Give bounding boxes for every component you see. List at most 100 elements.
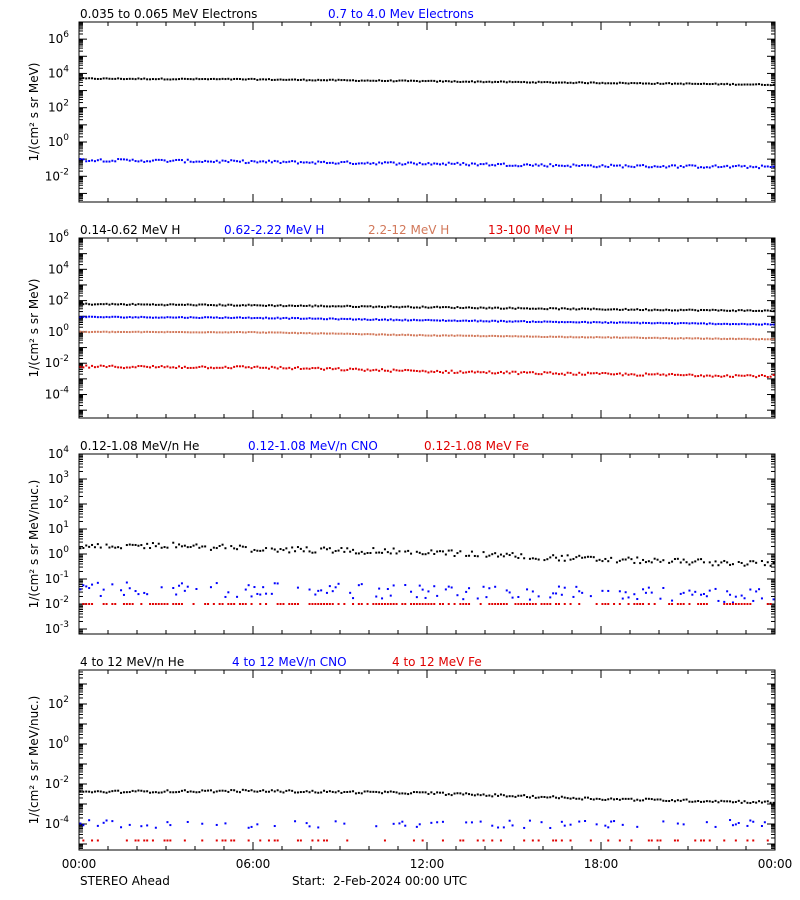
data-point [198, 546, 201, 549]
data-point [273, 548, 276, 551]
data-point [302, 550, 305, 553]
data-point [163, 331, 166, 334]
data-point [79, 316, 82, 319]
data-point [604, 321, 607, 324]
data-point [679, 337, 682, 340]
data-point [183, 77, 186, 80]
data-point [601, 321, 604, 324]
data-point [302, 161, 305, 164]
data-point [325, 162, 328, 165]
data-point [85, 77, 88, 80]
data-point [433, 552, 436, 555]
data-point [424, 791, 427, 794]
data-point [575, 164, 578, 167]
data-point [734, 800, 737, 803]
data-point [668, 337, 671, 340]
data-point [746, 563, 749, 566]
data-point [154, 826, 157, 829]
data-point [125, 544, 128, 547]
data-point [160, 791, 163, 794]
data-point [308, 603, 311, 605]
data-point [91, 330, 94, 333]
data-point [122, 367, 125, 370]
data-point [99, 158, 102, 161]
data-point [209, 160, 212, 163]
data-point [560, 320, 563, 323]
data-point [705, 323, 708, 326]
data-point [221, 159, 224, 162]
data-point [642, 336, 645, 339]
data-point [325, 548, 328, 551]
data-point [691, 800, 694, 803]
data-point [433, 162, 436, 165]
data-point [459, 370, 462, 373]
data-point [476, 320, 479, 323]
data-point [262, 304, 265, 307]
data-point [140, 365, 143, 368]
data-point [288, 789, 291, 792]
data-point [441, 371, 444, 374]
data-point [540, 603, 543, 605]
data-point [120, 316, 123, 319]
data-point [354, 318, 357, 321]
data-point [563, 307, 566, 310]
y-tick-label: 102 [48, 695, 69, 711]
data-point [308, 317, 311, 320]
data-point [555, 372, 558, 375]
data-point [415, 306, 418, 309]
data-point [668, 165, 671, 168]
data-point [752, 801, 755, 804]
data-point [755, 561, 758, 564]
data-point [418, 161, 421, 164]
data-point [708, 83, 711, 86]
data-point [711, 564, 714, 567]
data-point [340, 305, 343, 308]
data-point [221, 77, 224, 80]
data-point [102, 303, 105, 306]
data-point [592, 81, 595, 84]
legend-series-2-0: 0.14-0.62 MeV H [80, 223, 180, 237]
data-point [404, 368, 407, 371]
data-point [517, 320, 520, 323]
data-point [557, 335, 560, 338]
data-point [552, 592, 555, 595]
data-point [131, 158, 134, 161]
data-point [111, 77, 114, 80]
data-point [772, 561, 775, 564]
data-point [563, 586, 566, 589]
data-point [265, 366, 268, 369]
data-point [499, 319, 502, 322]
data-point [549, 163, 552, 166]
data-point [552, 307, 555, 310]
data-point [105, 366, 108, 369]
data-point [227, 331, 230, 334]
data-point [688, 322, 691, 325]
data-point [421, 588, 424, 591]
data-point [323, 839, 326, 842]
data-point [398, 792, 401, 795]
data-point [621, 81, 624, 84]
data-point [517, 556, 520, 559]
data-point [595, 823, 598, 826]
data-point [557, 585, 560, 588]
data-point [178, 158, 181, 161]
data-point [520, 553, 523, 556]
data-point [218, 303, 221, 306]
data-point [479, 794, 482, 797]
data-point [485, 307, 488, 310]
data-point [294, 820, 297, 823]
y-tick-label: 102 [48, 99, 69, 115]
data-point [96, 330, 99, 333]
data-point [320, 304, 323, 307]
data-point [453, 792, 456, 795]
data-point [613, 164, 616, 167]
data-point [357, 305, 360, 308]
data-point [523, 794, 526, 797]
data-point [154, 331, 157, 334]
data-point [528, 603, 531, 605]
data-point [734, 323, 737, 326]
data-point [697, 322, 700, 325]
legend-series-2-3: 13-100 MeV H [488, 223, 573, 237]
data-point [204, 365, 207, 368]
data-point [270, 78, 273, 81]
